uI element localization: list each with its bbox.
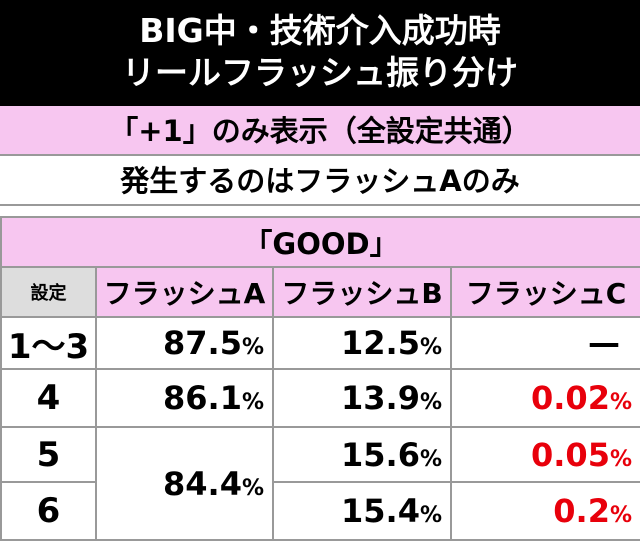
title-line: BIG中・技術介入成功時 xyxy=(139,11,501,50)
cell-value: 15.4 xyxy=(341,492,420,530)
cell: 87.5% xyxy=(95,316,274,370)
column-header: フラッシュC xyxy=(450,266,640,318)
cell-unit: % xyxy=(609,446,632,472)
cell: 0.02% xyxy=(450,368,640,428)
cell: 0.2% xyxy=(450,481,640,541)
cell-unit: % xyxy=(419,446,442,472)
cell-value: 0.2 xyxy=(553,492,610,530)
column-header: フラッシュA xyxy=(95,266,274,318)
cell-value: 0.02 xyxy=(531,379,610,417)
note: 発生するのはフラッシュAのみ xyxy=(0,156,640,206)
cell-value: 84.4 xyxy=(163,464,242,503)
cell-value: 86.1 xyxy=(163,379,242,417)
cell: 0.05% xyxy=(450,426,640,483)
cell-unit: % xyxy=(241,390,264,415)
title-band: BIG中・技術介入成功時 リールフラッシュ振り分け xyxy=(0,0,640,106)
setting: 1〜3 xyxy=(0,316,97,370)
cell-value: 0.05 xyxy=(531,435,610,474)
cell: 15.6% xyxy=(272,426,452,483)
cell-value: 15.6 xyxy=(341,435,420,474)
cell: — xyxy=(450,316,640,370)
cell-unit: % xyxy=(241,475,264,501)
cell: 84.4% xyxy=(95,426,274,541)
column-header: 設定 xyxy=(0,266,97,318)
cell-value: 13.9 xyxy=(341,379,420,417)
cell: 86.1% xyxy=(95,368,274,428)
cell-unit: % xyxy=(419,390,442,415)
setting: 4 xyxy=(0,368,97,428)
table-caption: 「GOOD」 xyxy=(0,216,640,268)
cell-value: 87.5 xyxy=(163,324,242,362)
cell: 15.4% xyxy=(272,481,452,541)
cell: 13.9% xyxy=(272,368,452,428)
setting: 6 xyxy=(0,481,97,541)
title-line: リールフラッシュ振り分け xyxy=(122,53,518,92)
setting: 5 xyxy=(0,426,97,483)
column-header: フラッシュB xyxy=(272,266,452,318)
table: 「GOOD」 設定 フラッシュA フラッシュB フラッシュC 1〜3 87.5%… xyxy=(0,216,640,541)
cell-unit: % xyxy=(241,335,264,360)
cell-unit: % xyxy=(419,335,442,360)
cell-unit: % xyxy=(419,503,442,528)
cell-value: 12.5 xyxy=(341,324,420,362)
cell: 12.5% xyxy=(272,316,452,370)
note: 「+1」のみ表示（全設定共通） xyxy=(0,106,640,156)
cell-unit: % xyxy=(609,390,632,415)
cell-unit: % xyxy=(609,503,632,528)
